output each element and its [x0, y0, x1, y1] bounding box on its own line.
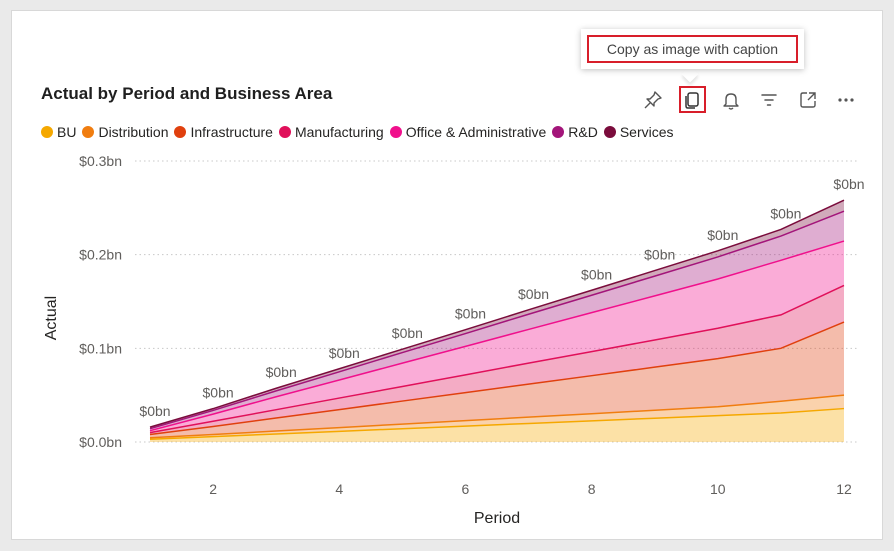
- legend-marker: [278, 126, 291, 138]
- series-line-r-d: [149, 210, 845, 430]
- legend-item[interactable]: Office & Administrative: [389, 124, 547, 140]
- series-line-office-administrative: [149, 240, 845, 432]
- data-label: $0bn: [581, 266, 612, 282]
- legend-marker: [41, 126, 53, 138]
- data-label: $0bn: [139, 403, 170, 419]
- x-axis-title: Period: [474, 510, 520, 527]
- legend-item[interactable]: R&D: [552, 124, 598, 140]
- data-label: $0bn: [392, 325, 423, 341]
- legend-label: Office & Administrative: [405, 124, 547, 140]
- data-label: $0bn: [770, 205, 801, 221]
- legend-label: Manufacturing: [294, 124, 384, 140]
- data-label: $0bn: [644, 247, 675, 263]
- data-label: $0bn: [266, 364, 297, 380]
- legend-label: Infrastructure: [190, 124, 273, 140]
- y-tick-label: $0.2bn: [79, 247, 122, 263]
- copy-icon-highlight: [679, 86, 706, 113]
- data-label: $0bn: [707, 227, 738, 243]
- legend-item[interactable]: BU: [41, 124, 76, 140]
- series-line-services: [149, 199, 845, 428]
- legend-marker: [603, 126, 616, 138]
- chart-legend: BU Distribution Infrastructure Manufacturin…: [41, 122, 680, 142]
- copy-icon[interactable]: [680, 88, 704, 112]
- legend-label: BU: [57, 124, 77, 140]
- legend-item[interactable]: Manufacturing: [278, 124, 384, 140]
- data-label: $0bn: [329, 345, 360, 361]
- filter-icon[interactable]: [757, 88, 781, 112]
- visual-card: [11, 10, 883, 540]
- legend-marker: [82, 126, 95, 138]
- x-tick-label: 12: [836, 481, 852, 497]
- x-tick-label: 4: [335, 481, 343, 497]
- series-line-infrastructure: [149, 321, 845, 436]
- legend-label: Services: [619, 124, 674, 140]
- x-tick-label: 2: [209, 481, 217, 497]
- data-label: $0bn: [203, 385, 234, 401]
- data-label: $0bn: [518, 286, 549, 302]
- legend-item[interactable]: Services: [603, 124, 674, 140]
- y-tick-label: $0.0bn: [79, 434, 122, 450]
- y-tick-label: $0.3bn: [79, 153, 122, 169]
- legend-marker: [174, 126, 187, 138]
- y-tick-label: $0.1bn: [79, 340, 122, 356]
- series-line-bu: [149, 407, 845, 440]
- legend-item[interactable]: Infrastructure: [174, 124, 273, 140]
- x-tick-label: 6: [462, 481, 470, 497]
- pin-icon[interactable]: [641, 88, 665, 112]
- focus-mode-icon[interactable]: [796, 88, 820, 112]
- legend-label: R&D: [568, 124, 598, 140]
- series-line-distribution: [149, 394, 845, 439]
- tooltip: Copy as image with caption: [581, 29, 804, 69]
- legend-item[interactable]: Distribution: [82, 124, 168, 140]
- series-line-manufacturing: [149, 284, 845, 434]
- more-options-icon[interactable]: [834, 88, 858, 112]
- chart-title: Actual by Period and Business Area: [41, 84, 333, 103]
- legend-marker: [389, 126, 402, 138]
- legend-label: Distribution: [98, 124, 169, 140]
- y-axis-title: Actual: [43, 296, 60, 340]
- bell-icon[interactable]: [719, 88, 743, 112]
- data-label: $0bn: [833, 176, 864, 192]
- legend-marker: [552, 126, 565, 138]
- tooltip-text: Copy as image with caption: [587, 35, 798, 63]
- x-tick-label: 10: [710, 481, 726, 497]
- x-tick-label: 8: [588, 481, 596, 497]
- data-label: $0bn: [455, 306, 486, 322]
